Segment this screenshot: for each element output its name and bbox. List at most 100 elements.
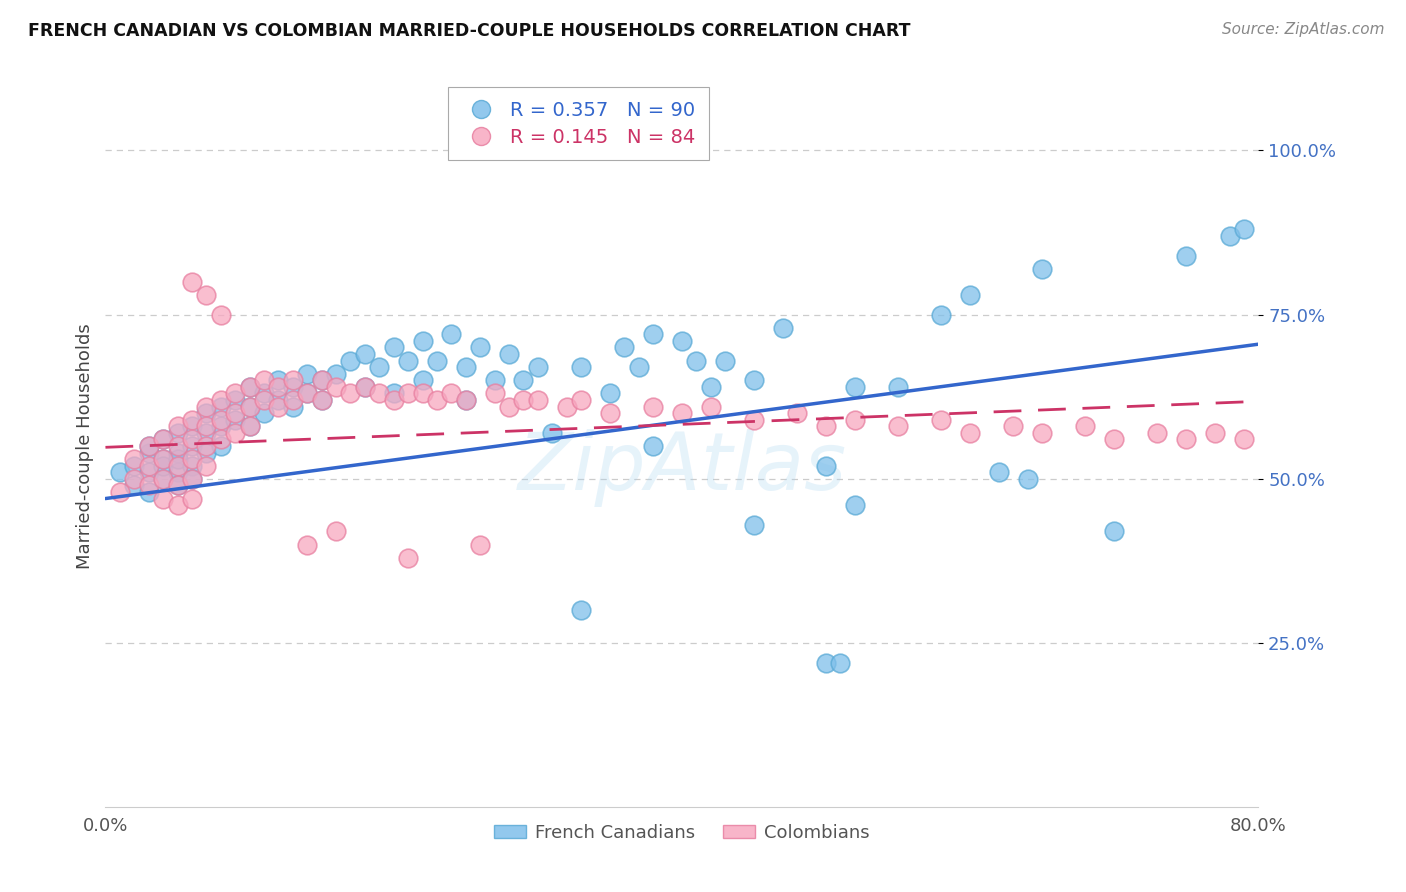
Point [152, 433, 174, 447]
Point [152, 472, 174, 486]
Point [297, 386, 319, 401]
Point [411, 386, 433, 401]
Point [195, 425, 218, 440]
Point [138, 439, 160, 453]
Point [152, 452, 174, 467]
Point [643, 327, 665, 342]
Point [527, 392, 550, 407]
Point [224, 425, 246, 440]
Point [209, 392, 232, 407]
Point [1102, 524, 1125, 539]
Point [498, 400, 520, 414]
Point [166, 478, 188, 492]
Point [815, 419, 838, 434]
Point [1002, 419, 1025, 434]
Point [396, 353, 419, 368]
Point [124, 472, 146, 486]
Point [239, 380, 262, 394]
Point [498, 347, 520, 361]
Point [368, 386, 391, 401]
Point [382, 392, 405, 407]
Point [1031, 425, 1053, 440]
Point [1219, 228, 1241, 243]
Point [470, 537, 492, 551]
Point [138, 465, 160, 479]
Point [742, 413, 765, 427]
Point [454, 360, 477, 375]
Point [108, 485, 131, 500]
Point [253, 373, 276, 387]
Point [138, 458, 160, 473]
Point [180, 413, 204, 427]
Point [180, 472, 204, 486]
Point [239, 380, 262, 394]
Point [224, 413, 246, 427]
Point [297, 367, 319, 381]
Point [325, 380, 347, 394]
Point [267, 373, 290, 387]
Point [180, 452, 204, 467]
Point [959, 425, 981, 440]
Point [281, 400, 304, 414]
Point [470, 341, 492, 355]
Point [152, 491, 174, 506]
Point [209, 413, 232, 427]
Point [138, 439, 160, 453]
Point [239, 400, 262, 414]
Point [311, 392, 333, 407]
Point [569, 603, 592, 617]
Point [209, 433, 232, 447]
Point [830, 656, 852, 670]
Point [209, 400, 232, 414]
Point [382, 386, 405, 401]
Point [195, 445, 218, 459]
Point [512, 392, 534, 407]
Point [253, 406, 276, 420]
Point [440, 386, 463, 401]
Point [311, 392, 333, 407]
Point [527, 360, 550, 375]
Point [325, 524, 347, 539]
Point [1204, 425, 1226, 440]
Point [239, 419, 262, 434]
Point [700, 400, 723, 414]
Point [138, 485, 160, 500]
Point [224, 392, 246, 407]
Point [685, 353, 707, 368]
Point [887, 380, 910, 394]
Point [180, 439, 204, 453]
Point [368, 360, 391, 375]
Point [281, 373, 304, 387]
Point [339, 353, 361, 368]
Point [354, 347, 377, 361]
Point [1074, 419, 1097, 434]
Text: ZipAtlas: ZipAtlas [517, 429, 846, 507]
Point [166, 452, 188, 467]
Point [440, 327, 463, 342]
Point [195, 439, 218, 453]
Point [671, 406, 693, 420]
Point [180, 491, 204, 506]
Point [224, 406, 246, 420]
Point [541, 425, 564, 440]
Text: Source: ZipAtlas.com: Source: ZipAtlas.com [1222, 22, 1385, 37]
Point [224, 386, 246, 401]
Point [411, 334, 433, 348]
Point [138, 445, 160, 459]
Point [426, 392, 449, 407]
Point [166, 498, 188, 512]
Point [454, 392, 477, 407]
Point [180, 458, 204, 473]
Point [166, 458, 188, 473]
Point [627, 360, 650, 375]
Point [700, 380, 723, 394]
Point [166, 478, 188, 492]
Point [239, 400, 262, 414]
Point [786, 406, 808, 420]
Y-axis label: Married-couple Households: Married-couple Households [76, 323, 94, 569]
Point [396, 550, 419, 565]
Point [152, 472, 174, 486]
Point [1102, 433, 1125, 447]
Point [844, 380, 866, 394]
Point [599, 406, 621, 420]
